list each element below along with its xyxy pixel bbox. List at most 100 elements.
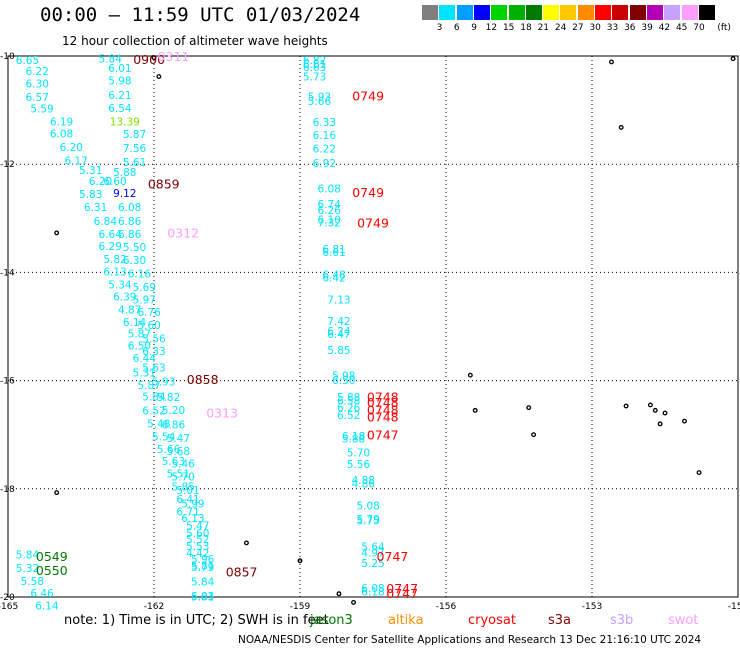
legend-label: 27 (572, 23, 584, 33)
wave-height-label: 5.48 (147, 418, 170, 430)
x-tick-label: -150 (728, 602, 740, 612)
wave-height-label: 6.47 (327, 329, 350, 341)
island-marker (297, 558, 303, 564)
wave-height-label: 6.86 (118, 229, 142, 241)
wave-height-label: 6.92 (313, 158, 336, 170)
time-label: 0747 (386, 586, 418, 601)
wave-height-label: 5.60 (186, 528, 209, 540)
legend-swatch (525, 5, 543, 20)
legend-label: 15 (502, 23, 515, 33)
wave-height-label: 6.29 (99, 241, 122, 253)
legend-swatch (560, 5, 578, 20)
legend-swatch (698, 5, 716, 20)
legend-swatch (577, 5, 595, 20)
wave-height-label: 6.46 (30, 588, 54, 600)
wave-height-label: 13.39 (110, 116, 140, 128)
wave-height-label: 5.47 (167, 433, 190, 445)
wave-height-label: 6.31 (84, 202, 107, 214)
wave-height-label: 5.70 (347, 448, 370, 460)
time-label: 0748 (367, 395, 399, 410)
wave-height-label: 6.19 (50, 116, 73, 128)
wave-height-label: 5.66 (308, 96, 332, 108)
wave-height-label: 6.74 (318, 199, 342, 211)
wave-height-label: 5.34 (108, 279, 132, 291)
wave-height-label: 6.13 (181, 513, 204, 525)
wave-height-label: 6.10 (318, 214, 341, 226)
wave-height-label: 6.86 (162, 419, 186, 431)
wave-height-label: 5.98 (332, 371, 355, 383)
time-label: 0747 (377, 549, 409, 564)
footer-credit: NOAA/NESDIS Center for Satellite Applica… (238, 634, 702, 646)
island-marker (336, 591, 342, 597)
wave-height-label: 6.84 (94, 216, 118, 228)
wave-height-label: 6.42 (322, 272, 345, 284)
wave-height-label: 5.81 (191, 591, 214, 603)
wave-height-label: 5.01 (176, 485, 199, 497)
legend-swatch (595, 5, 612, 20)
legend-label: 39 (641, 23, 653, 33)
island-marker (682, 418, 687, 424)
wave-height-label: 6.24 (327, 326, 351, 338)
wave-height-label: 5.99 (181, 498, 204, 510)
wave-height-label: 5.85 (327, 345, 350, 357)
wave-height-label: 5.63 (162, 456, 185, 468)
wave-height-label: 5.32 (16, 563, 39, 575)
wave-height-label: 6.81 (322, 244, 345, 256)
legend-swatch (612, 5, 630, 20)
wave-height-label: 5.25 (361, 558, 384, 570)
wave-height-label: 7.42 (327, 316, 350, 328)
satellite-cryosat: cryosat (468, 613, 516, 628)
wave-height-label: 5.81 (191, 561, 214, 573)
time-label: 0748 (367, 389, 399, 404)
legend-label: 6 (453, 23, 460, 33)
wave-height-label: 5.96 (191, 554, 215, 566)
time-label: 0311 (158, 49, 190, 64)
wave-height-label: 4.42 (186, 548, 209, 560)
wave-height-label: 5.31 (133, 367, 156, 379)
wave-height-label: 6.13 (103, 266, 126, 278)
wave-height-label: 6.61 (322, 247, 345, 259)
wave-height-label: 5.69 (133, 282, 156, 294)
wave-height-label: 6.01 (108, 63, 131, 75)
legend-label: 33 (606, 23, 619, 33)
legend-swatch (473, 5, 491, 20)
island-marker (618, 124, 624, 130)
wave-height-label: 5.88 (113, 167, 136, 179)
y-tick-label: -16 (0, 377, 15, 387)
wave-height-label: 5.79 (356, 514, 379, 526)
island-marker (54, 230, 60, 236)
legend-swatch (629, 5, 647, 20)
x-tick-label: -153 (582, 602, 602, 612)
wave-height-label: 6.03 (191, 591, 214, 603)
wave-height-label: 5.84 (142, 391, 166, 403)
wave-height-label: 6.82 (303, 55, 326, 67)
satellite-s3a: s3a (548, 613, 572, 628)
time-label: 0549 (36, 549, 68, 564)
wave-height-label: 5.59 (30, 103, 53, 115)
x-tick-label: -165 (0, 602, 18, 612)
legend-swatch (681, 5, 699, 20)
wave-height-label: 5.87 (137, 380, 160, 392)
wave-height-label: 6.18 (342, 431, 365, 443)
wave-height-label: 5.53 (186, 541, 209, 553)
wave-height-label: 4.97 (361, 548, 384, 560)
wave-height-label: 6.20 (89, 176, 112, 188)
wave-height-label: 6.50 (332, 375, 355, 387)
time-label: 0747 (367, 428, 399, 443)
wave-height-label: 5.68 (167, 446, 190, 458)
wave-height-label: 7.56 (123, 143, 147, 155)
wave-height-label: 6.22 (313, 144, 336, 156)
wave-height-label: 5.58 (21, 576, 44, 588)
wave-height-label: 6.17 (64, 155, 87, 167)
wave-height-label: 5.56 (142, 333, 166, 345)
wave-height-label: 6.64 (99, 229, 123, 241)
wave-height-label: 6.58 (337, 396, 360, 408)
wave-height-label: 6.08 (318, 184, 341, 196)
wave-height-label: 5.54 (152, 431, 176, 443)
legend-label: 45 (675, 23, 688, 33)
chart-subtitle: 12 hour collection of altimeter wave hei… (62, 34, 328, 48)
wave-height-label: 6.16 (128, 268, 152, 280)
wave-height-label: 9.12 (113, 188, 136, 200)
wave-height-label: 6.08 (361, 583, 384, 595)
